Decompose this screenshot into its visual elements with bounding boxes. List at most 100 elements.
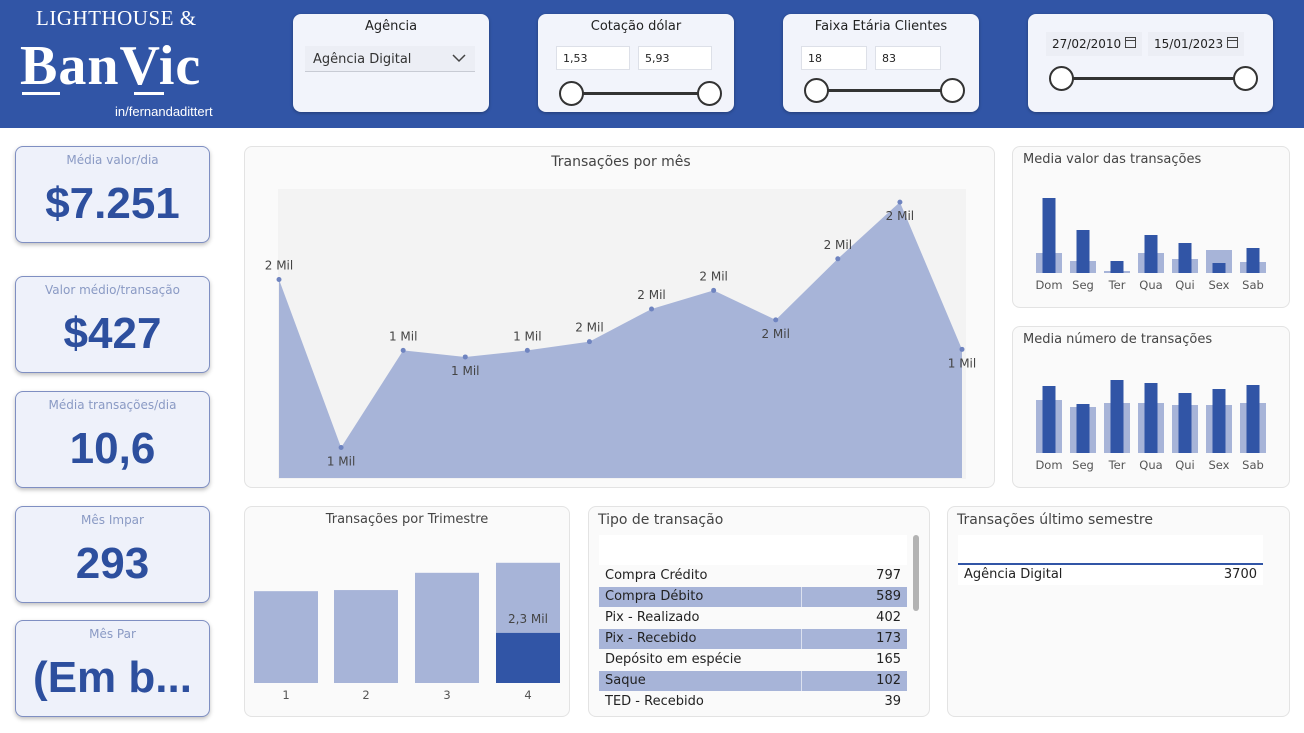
- faixa-slider-track[interactable]: [817, 89, 951, 92]
- bar-foreground[interactable]: [1212, 263, 1226, 273]
- data-label: 1 Mil: [389, 329, 417, 343]
- agencia-slicer: Agência Agência Digital: [293, 14, 489, 112]
- data-label: 1 Mil: [451, 364, 479, 378]
- data-label: 2 Mil: [265, 259, 293, 273]
- tick-label: Ter: [1108, 458, 1126, 472]
- start-date-value: 27/02/2010: [1052, 37, 1122, 51]
- table-title: Tipo de transação: [598, 512, 724, 528]
- area-series: [279, 202, 962, 478]
- date-slider-max-handle[interactable]: [1233, 66, 1258, 91]
- faixa-slider-min-handle[interactable]: [804, 78, 829, 103]
- end-date-input[interactable]: 15/01/2023: [1148, 32, 1244, 56]
- date-slider-min-handle[interactable]: [1049, 66, 1074, 91]
- table-row[interactable]: Compra Débito 589: [599, 587, 907, 607]
- tick-label: Qui: [1175, 458, 1195, 472]
- bar-foreground[interactable]: [1178, 243, 1192, 273]
- row-value: 797: [876, 568, 901, 583]
- kpi-card-mes-impar: Mês Impar 293: [15, 506, 210, 603]
- table-row[interactable]: Saque 102: [599, 671, 907, 691]
- row-name: TED - Recebido: [605, 694, 704, 709]
- bar-foreground[interactable]: [1144, 383, 1158, 453]
- bar-highlight[interactable]: [496, 632, 560, 683]
- bar-foreground[interactable]: [1212, 389, 1226, 453]
- table-row[interactable]: TED - Recebido 39: [599, 692, 907, 710]
- tick-label: 4: [524, 688, 531, 702]
- cotacao-slider-min-handle[interactable]: [559, 81, 584, 106]
- row-name: Pix - Recebido: [605, 631, 697, 646]
- data-point[interactable]: [835, 256, 841, 262]
- row-name: Compra Crédito: [605, 568, 708, 583]
- bar-foreground[interactable]: [1110, 380, 1124, 453]
- kpi-label: Mês Par: [89, 627, 136, 641]
- start-date-input[interactable]: 27/02/2010: [1046, 32, 1142, 56]
- table-row[interactable]: Agência Digital 3700: [958, 565, 1263, 585]
- row-value: 402: [876, 610, 901, 625]
- cotacao-slider-track[interactable]: [570, 92, 710, 95]
- data-point[interactable]: [711, 287, 717, 293]
- data-point[interactable]: [586, 339, 592, 345]
- ultimo-semestre-card: Transações último semestre Agência Digit…: [947, 506, 1290, 717]
- media-numero-transacoes-card: Media número de transações Dom Seg Ter Qua Q…: [1012, 326, 1290, 488]
- data-label: 2 Mil: [824, 238, 852, 252]
- row-value: 39: [884, 694, 901, 709]
- faixa-min-input[interactable]: 18: [801, 46, 867, 70]
- row-name: Saque: [605, 673, 646, 688]
- data-point[interactable]: [400, 347, 406, 353]
- calendar-icon[interactable]: [1227, 37, 1238, 48]
- agencia-slicer-title: Agência: [364, 19, 418, 34]
- bar-foreground[interactable]: [1246, 385, 1260, 453]
- kpi-label: Valor médio/transação: [45, 283, 180, 297]
- faixa-etaria-slicer-title: Faixa Etária Clientes: [814, 19, 948, 34]
- date-slicer: 27/02/2010 15/01/2023: [1028, 14, 1273, 112]
- transacoes-por-mes-chart: Transações por mês 2 Mil 1 Mil 1 Mil 1 Mil 1…: [265, 154, 976, 479]
- cotacao-min-input[interactable]: 1,53: [556, 46, 630, 70]
- table-row[interactable]: Pix - Recebido 173: [599, 629, 907, 649]
- tipo-transacao-table: Compra Crédito 797 Compra Débito 589 Pix -…: [599, 566, 907, 710]
- bar-foreground[interactable]: [1178, 393, 1192, 453]
- bar[interactable]: [415, 572, 479, 683]
- bar[interactable]: [334, 590, 398, 683]
- calendar-icon[interactable]: [1125, 37, 1136, 48]
- bar-foreground[interactable]: [1076, 230, 1090, 273]
- bar-foreground[interactable]: [1110, 261, 1124, 273]
- agencia-dropdown[interactable]: Agência Digital: [305, 46, 475, 72]
- table-row[interactable]: Compra Crédito 797: [599, 566, 907, 586]
- bar-foreground[interactable]: [1042, 198, 1056, 273]
- bar-foreground[interactable]: [1076, 404, 1090, 453]
- data-point[interactable]: [897, 199, 903, 205]
- row-value: 589: [876, 589, 901, 604]
- faixa-max-input[interactable]: 83: [875, 46, 941, 70]
- bar-foreground[interactable]: [1144, 235, 1158, 273]
- data-point[interactable]: [959, 346, 965, 352]
- data-point[interactable]: [649, 306, 655, 312]
- table-row[interactable]: Depósito em espécie 165: [599, 650, 907, 670]
- bar-foreground[interactable]: [1042, 386, 1056, 453]
- faixa-etaria-slicer: Faixa Etária Clientes 18 83: [783, 14, 979, 112]
- data-point[interactable]: [276, 277, 282, 283]
- cotacao-slider-max-handle[interactable]: [697, 81, 722, 106]
- data-label: 2 Mil: [575, 321, 603, 335]
- kpi-label: Média transações/dia: [48, 398, 177, 412]
- bar-foreground[interactable]: [1246, 248, 1260, 273]
- data-point[interactable]: [338, 444, 344, 450]
- row-name: Agência Digital: [964, 567, 1063, 582]
- tick-label: Qui: [1175, 278, 1195, 292]
- kpi-value: 293: [75, 539, 150, 588]
- bar[interactable]: [254, 591, 318, 683]
- faixa-slider-max-handle[interactable]: [940, 78, 965, 103]
- chart-title: Media número de transações: [1023, 332, 1213, 347]
- kpi-label: Média valor/dia: [66, 153, 159, 167]
- date-slider-track[interactable]: [1062, 77, 1248, 80]
- transacoes-por-mes-card: Transações por mês 2 Mil 1 Mil 1 Mil 1 Mil 1…: [244, 146, 995, 488]
- tick-label: Seg: [1072, 458, 1094, 472]
- table-row[interactable]: Pix - Realizado 402: [599, 608, 907, 628]
- data-point[interactable]: [462, 354, 468, 360]
- data-label: 1 Mil: [948, 356, 976, 370]
- cotacao-max-input[interactable]: 5,93: [638, 46, 712, 70]
- table-scrollbar[interactable]: [913, 535, 919, 611]
- row-name: Compra Débito: [605, 589, 704, 604]
- table-header: [599, 535, 907, 565]
- data-point[interactable]: [773, 317, 779, 323]
- ultimo-semestre-table: Agência Digital 3700: [958, 565, 1263, 585]
- data-point[interactable]: [524, 347, 530, 353]
